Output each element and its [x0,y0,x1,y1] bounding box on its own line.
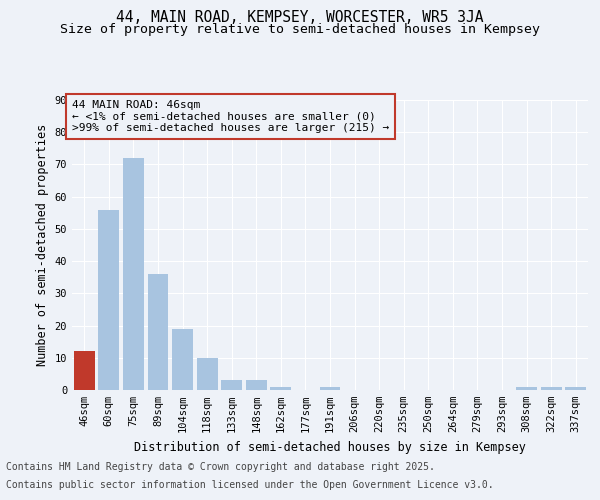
Bar [74,352,95,390]
X-axis label: Distribution of semi-detached houses by size in Kempsey: Distribution of semi-detached houses by … [134,440,526,454]
Text: 44, MAIN ROAD, KEMPSEY, WORCESTER, WR5 3JA: 44, MAIN ROAD, KEMPSEY, WORCESTER, WR5 3… [116,10,484,25]
Text: 44 MAIN ROAD: 46sqm
← <1% of semi-detached houses are smaller (0)
>99% of semi-d: 44 MAIN ROAD: 46sqm ← <1% of semi-detach… [72,100,389,133]
Bar [197,358,218,390]
Bar [320,387,340,390]
Bar [271,387,292,390]
Bar [172,329,193,390]
Bar [148,274,169,390]
Text: Contains HM Land Registry data © Crown copyright and database right 2025.: Contains HM Land Registry data © Crown c… [6,462,435,472]
Bar [246,380,267,390]
Y-axis label: Number of semi-detached properties: Number of semi-detached properties [36,124,49,366]
Text: Contains public sector information licensed under the Open Government Licence v3: Contains public sector information licen… [6,480,494,490]
Text: Size of property relative to semi-detached houses in Kempsey: Size of property relative to semi-detach… [60,22,540,36]
Bar [98,210,119,390]
Bar [221,380,242,390]
Bar [123,158,144,390]
Bar [565,387,586,390]
Bar [516,387,537,390]
Bar [541,387,562,390]
